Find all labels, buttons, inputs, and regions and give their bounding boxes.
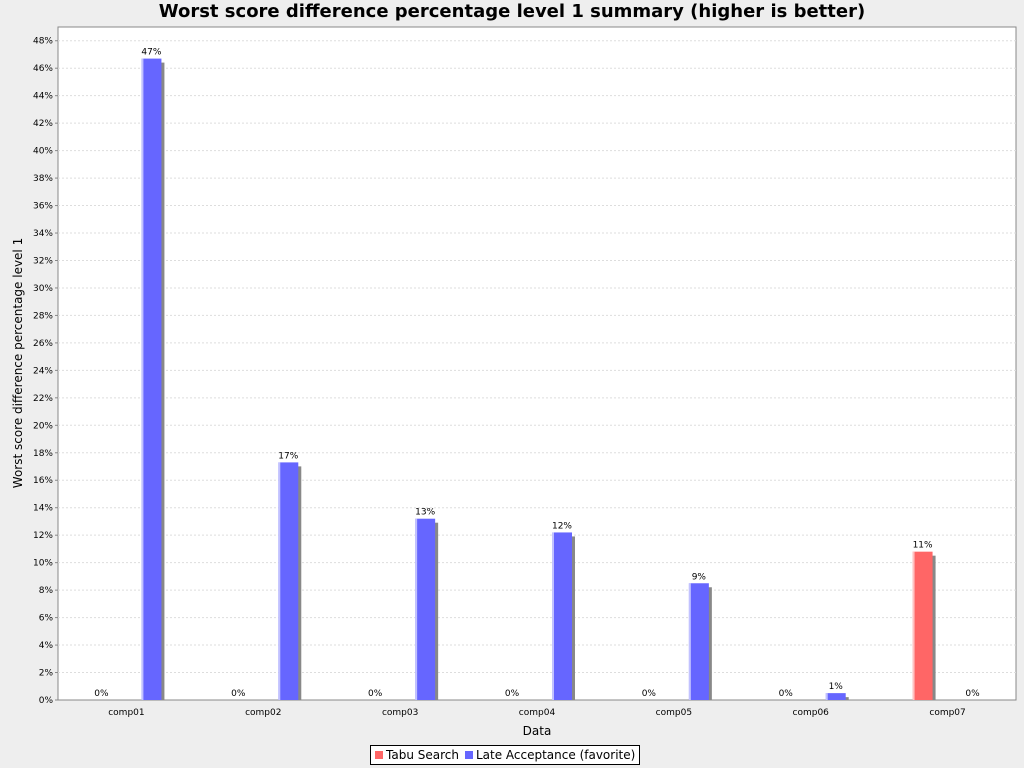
legend-swatch-tabu-search — [375, 751, 383, 759]
bars — [141, 58, 936, 701]
bar-highlight — [278, 462, 281, 700]
plot-area — [57, 26, 1017, 701]
x-tick-label: comp05 — [656, 708, 692, 718]
y-tick-label: 40% — [33, 147, 53, 157]
legend: Tabu Search Late Acceptance (favorite) — [370, 745, 641, 765]
y-tick-label: 14% — [33, 504, 53, 514]
y-tick-label: 0% — [39, 696, 54, 706]
y-tick-label: 20% — [33, 421, 53, 431]
x-tick-label: comp03 — [382, 708, 418, 718]
data-label: 0% — [642, 689, 657, 699]
y-tick-label: 44% — [33, 92, 53, 102]
y-tick-label: 22% — [33, 394, 53, 404]
y-tick-label: 42% — [33, 119, 53, 129]
bar-highlight — [912, 551, 915, 700]
data-label: 0% — [231, 689, 246, 699]
bar-highlight — [552, 532, 554, 700]
x-tick-label: comp06 — [793, 708, 830, 718]
bar-highlight — [141, 58, 144, 701]
y-axis-title: Worst score difference percentage level … — [11, 238, 25, 488]
y-tick-label: 10% — [33, 559, 53, 569]
y-tick-label: 48% — [33, 37, 53, 47]
data-labels: 0% 47% 0% 17% 0% 13% 0% 12% 0% 9% 0% 1% 11% 0% — [94, 48, 980, 699]
y-tick-label: 34% — [33, 229, 53, 239]
bar — [912, 551, 933, 700]
bar — [825, 693, 846, 700]
y-tick-label: 28% — [33, 311, 53, 321]
data-label: 13% — [415, 508, 435, 518]
data-label: 12% — [552, 521, 572, 531]
y-axis: 0% 2% 4% 6% 8% 10% 12% 14% 16% 18% 20% 22% 24% 26% 28%… — [33, 37, 58, 706]
legend-label-tabu-search: Tabu Search — [386, 748, 459, 762]
data-label: 0% — [94, 689, 109, 699]
y-tick-label: 8% — [39, 586, 54, 596]
y-tick-label: 38% — [33, 174, 53, 184]
y-tick-label: 30% — [33, 284, 53, 294]
y-tick-label: 18% — [33, 449, 53, 459]
chart-title: Worst score difference percentage level … — [158, 1, 866, 22]
bar-highlight — [688, 583, 691, 700]
y-tick-label: 32% — [33, 256, 53, 266]
data-label: 11% — [913, 541, 933, 551]
data-label: 0% — [779, 689, 794, 699]
data-label: 1% — [829, 682, 844, 692]
y-tick-label: 4% — [39, 641, 54, 651]
y-tick-label: 26% — [33, 339, 53, 349]
bar — [278, 462, 299, 700]
bar-highlight — [825, 693, 828, 700]
y-tick-label: 36% — [33, 202, 53, 212]
x-axis-title: Data — [523, 724, 552, 738]
bar — [415, 518, 436, 700]
x-tick-label: comp01 — [108, 708, 144, 718]
x-tick-label: comp02 — [245, 708, 281, 718]
y-tick-label: 24% — [33, 366, 53, 376]
legend-item-late-acceptance: Late Acceptance (favorite) — [464, 748, 636, 762]
data-label: 0% — [965, 689, 980, 699]
bar — [552, 532, 572, 700]
y-tick-label: 46% — [33, 64, 53, 74]
data-label: 0% — [505, 689, 520, 699]
bar — [141, 58, 162, 701]
legend-item-tabu-search: Tabu Search — [375, 748, 459, 762]
data-label: 47% — [141, 48, 161, 58]
x-axis: comp01 comp02 comp03 comp04 comp05 comp06 comp… — [108, 708, 966, 718]
x-tick-label: comp04 — [519, 708, 556, 718]
y-tick-label: 12% — [33, 531, 53, 541]
legend-swatch-late-acceptance — [464, 751, 473, 759]
bar — [688, 583, 709, 700]
x-tick-label: comp07 — [929, 708, 965, 718]
y-tick-label: 2% — [39, 669, 54, 679]
data-label: 0% — [368, 689, 383, 699]
data-label: 17% — [278, 451, 298, 461]
y-tick-label: 6% — [39, 614, 54, 624]
bar-highlight — [415, 518, 418, 700]
legend-label-late-acceptance: Late Acceptance (favorite) — [475, 748, 636, 762]
data-label: 9% — [692, 572, 707, 582]
y-tick-label: 16% — [33, 476, 53, 486]
